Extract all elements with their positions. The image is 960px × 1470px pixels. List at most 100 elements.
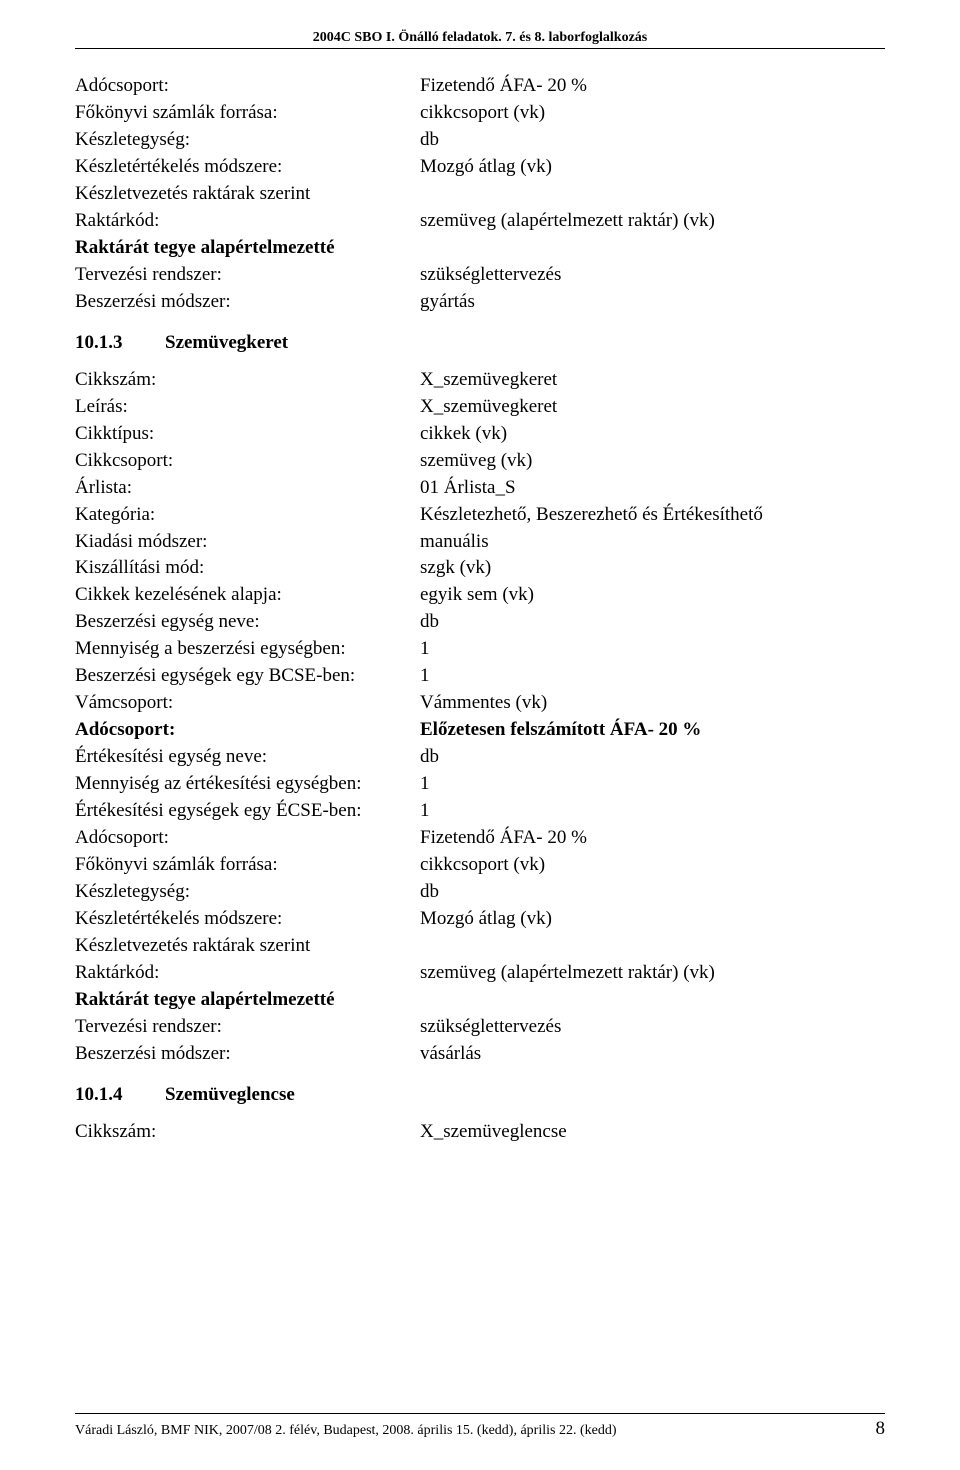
field-row: Tervezési rendszer:szükséglettervezés: [75, 262, 885, 289]
field-label: Raktárát tegye alapértelmezetté: [75, 987, 420, 1014]
field-row: Készletértékelés módszere:Mozgó átlag (v…: [75, 906, 885, 933]
field-row: Leírás:X_szemüvegkeret: [75, 394, 885, 421]
field-label: Adócsoport:: [75, 825, 420, 852]
field-value: Készletezhető, Beszerezhető és Értékesít…: [420, 502, 885, 529]
field-label: Készletértékelés módszere:: [75, 154, 420, 181]
field-row: Cikktípus:cikkek (vk): [75, 421, 885, 448]
field-value: cikkek (vk): [420, 421, 885, 448]
field-label: Kiadási módszer:: [75, 529, 420, 556]
field-label: Cikkszám:: [75, 1119, 420, 1146]
field-row: Értékesítési egységek egy ÉCSE-ben:1: [75, 798, 885, 825]
field-row: Főkönyvi számlák forrása:cikkcsoport (vk…: [75, 100, 885, 127]
field-value: 01 Árlista_S: [420, 475, 885, 502]
section-title: Szemüvegkeret: [165, 332, 288, 353]
field-row: Készletértékelés módszere:Mozgó átlag (v…: [75, 154, 885, 181]
field-label: Cikktípus:: [75, 421, 420, 448]
field-value: manuális: [420, 529, 885, 556]
field-label: Főkönyvi számlák forrása:: [75, 852, 420, 879]
field-row: Mennyiség az értékesítési egységben:1: [75, 771, 885, 798]
field-value: cikkcsoport (vk): [420, 100, 885, 127]
field-value: szemüveg (alapértelmezett raktár) (vk): [420, 208, 885, 235]
field-row: Tervezési rendszer:szükséglettervezés: [75, 1014, 885, 1041]
field-value: Előzetesen felszámított ÁFA- 20 %: [420, 717, 885, 744]
field-value: db: [420, 609, 885, 636]
field-label: Készletvezetés raktárak szerint: [75, 181, 420, 208]
field-label: Készletegység:: [75, 127, 420, 154]
section-heading-2: 10.1.4Szemüveglencse: [75, 1082, 885, 1109]
field-row: Beszerzési módszer:gyártás: [75, 289, 885, 316]
field-value: Mozgó átlag (vk): [420, 906, 885, 933]
field-row: Értékesítési egység neve:db: [75, 744, 885, 771]
field-row: Raktárát tegye alapértelmezetté: [75, 987, 885, 1014]
field-row: Cikkcsoport:szemüveg (vk): [75, 448, 885, 475]
field-label: Árlista:: [75, 475, 420, 502]
field-value: szemüveg (alapértelmezett raktár) (vk): [420, 960, 885, 987]
field-value: szgk (vk): [420, 555, 885, 582]
field-label: Cikkek kezelésének alapja:: [75, 582, 420, 609]
field-row: Kategória:Készletezhető, Beszerezhető és…: [75, 502, 885, 529]
field-row: Beszerzési egység neve:db: [75, 609, 885, 636]
field-value: Fizetendő ÁFA- 20 %: [420, 825, 885, 852]
field-label: Raktárkód:: [75, 960, 420, 987]
field-label: Kiszállítási mód:: [75, 555, 420, 582]
field-label: Cikkszám:: [75, 367, 420, 394]
field-label: Tervezési rendszer:: [75, 1014, 420, 1041]
field-value: db: [420, 127, 885, 154]
section-number: 10.1.4: [75, 1082, 165, 1109]
page-number: 8: [876, 1418, 886, 1440]
field-value: Fizetendő ÁFA- 20 %: [420, 73, 885, 100]
footer-text: Váradi László, BMF NIK, 2007/08 2. félév…: [75, 1423, 617, 1439]
field-row: Adócsoport:Előzetesen felszámított ÁFA- …: [75, 717, 885, 744]
header-divider: [75, 48, 885, 49]
document-content: Adócsoport:Fizetendő ÁFA- 20 %Főkönyvi s…: [75, 73, 885, 1146]
field-row: Cikkek kezelésének alapja:egyik sem (vk): [75, 582, 885, 609]
field-label: Mennyiség a beszerzési egységben:: [75, 636, 420, 663]
field-value: X_szemüveglencse: [420, 1119, 885, 1146]
field-label: Vámcsoport:: [75, 690, 420, 717]
field-label: Készletegység:: [75, 879, 420, 906]
field-label: Mennyiség az értékesítési egységben:: [75, 771, 420, 798]
field-label: Beszerzési módszer:: [75, 289, 420, 316]
field-row: Beszerzési egységek egy BCSE-ben:1: [75, 663, 885, 690]
field-label: Értékesítési egységek egy ÉCSE-ben:: [75, 798, 420, 825]
field-row: Mennyiség a beszerzési egységben:1: [75, 636, 885, 663]
field-value: db: [420, 879, 885, 906]
field-label: Kategória:: [75, 502, 420, 529]
field-label: Adócsoport:: [75, 717, 420, 744]
field-label: Tervezési rendszer:: [75, 262, 420, 289]
field-value: 1: [420, 663, 885, 690]
field-row: Raktárkód:szemüveg (alapértelmezett rakt…: [75, 960, 885, 987]
field-value: Vámmentes (vk): [420, 690, 885, 717]
field-label: Értékesítési egység neve:: [75, 744, 420, 771]
field-label: Beszerzési egység neve:: [75, 609, 420, 636]
field-value: 1: [420, 798, 885, 825]
field-row: Készletvezetés raktárak szerint: [75, 933, 885, 960]
field-label: Cikkcsoport:: [75, 448, 420, 475]
field-label: Készletértékelés módszere:: [75, 906, 420, 933]
field-value: szükséglettervezés: [420, 262, 885, 289]
field-value: 1: [420, 771, 885, 798]
field-row: Adócsoport:Fizetendő ÁFA- 20 %: [75, 825, 885, 852]
field-row: Készletvezetés raktárak szerint: [75, 181, 885, 208]
field-label: Készletvezetés raktárak szerint: [75, 933, 420, 960]
field-value: cikkcsoport (vk): [420, 852, 885, 879]
field-row: Cikkszám:X_szemüvegkeret: [75, 367, 885, 394]
section-number: 10.1.3: [75, 330, 165, 357]
field-value: gyártás: [420, 289, 885, 316]
field-value: szükséglettervezés: [420, 1014, 885, 1041]
field-label: Beszerzési egységek egy BCSE-ben:: [75, 663, 420, 690]
section-title: Szemüveglencse: [165, 1084, 295, 1105]
field-row: Kiadási módszer:manuális: [75, 529, 885, 556]
field-row: Főkönyvi számlák forrása:cikkcsoport (vk…: [75, 852, 885, 879]
footer: Váradi László, BMF NIK, 2007/08 2. félév…: [75, 1413, 885, 1440]
field-row: Cikkszám:X_szemüveglencse: [75, 1119, 885, 1146]
field-label: Leírás:: [75, 394, 420, 421]
field-row: Készletegység:db: [75, 879, 885, 906]
field-value: 1: [420, 636, 885, 663]
field-value: Mozgó átlag (vk): [420, 154, 885, 181]
field-row: Árlista:01 Árlista_S: [75, 475, 885, 502]
field-value: egyik sem (vk): [420, 582, 885, 609]
field-row: Vámcsoport:Vámmentes (vk): [75, 690, 885, 717]
section-heading-1: 10.1.3Szemüvegkeret: [75, 330, 885, 357]
field-row: Raktárkód:szemüveg (alapértelmezett rakt…: [75, 208, 885, 235]
